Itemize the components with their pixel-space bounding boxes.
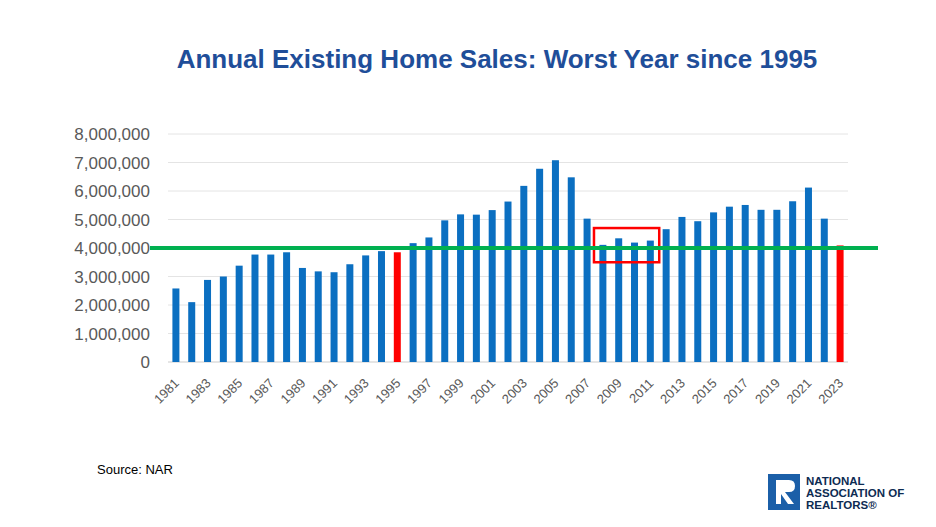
bar [410, 243, 417, 362]
y-tick-label: 2,000,000 [74, 296, 150, 315]
bars [172, 160, 843, 362]
x-tick-label: 1983 [183, 376, 214, 407]
logo-text: NATIONAL [806, 475, 865, 487]
x-tick-label: 2005 [531, 376, 562, 407]
x-tick-label: 1989 [277, 376, 308, 407]
bar [188, 302, 195, 362]
x-tick-label: 2009 [594, 376, 625, 407]
x-tick-label: 2001 [467, 376, 498, 407]
x-tick-label: 2003 [499, 376, 530, 407]
bar [457, 214, 464, 362]
y-tick-label: 1,000,000 [74, 325, 150, 344]
bar [758, 210, 765, 362]
logo-text: ASSOCIATION OF [806, 487, 904, 499]
logo-text: REALTORS® [806, 499, 877, 511]
y-tick-label: 5,000,000 [74, 211, 150, 230]
highlight-box [594, 228, 659, 262]
bar [394, 252, 401, 362]
bar [837, 245, 844, 362]
bar [694, 221, 701, 362]
bar [520, 186, 527, 362]
logo-mark [781, 480, 795, 504]
x-tick-label: 1991 [309, 376, 340, 407]
x-tick-label: 1985 [214, 376, 245, 407]
bar [489, 210, 496, 362]
y-tick-label: 4,000,000 [74, 239, 150, 258]
bar [172, 288, 179, 362]
bar [441, 220, 448, 362]
x-tick-label: 2007 [562, 376, 593, 407]
y-tick-label: 6,000,000 [74, 182, 150, 201]
bar [789, 201, 796, 362]
bar [568, 177, 575, 362]
source: Source: NAR [97, 462, 173, 477]
x-tick-label: 1995 [372, 376, 403, 407]
x-tick-label: 2023 [815, 376, 846, 407]
bar [473, 215, 480, 362]
x-tick-label: 2013 [657, 376, 688, 407]
bar [251, 255, 258, 362]
bar [615, 238, 622, 362]
bar [425, 237, 432, 362]
x-tick-label: 1999 [436, 376, 467, 407]
bar [552, 160, 559, 362]
bar [331, 272, 338, 362]
x-tick-label: 1997 [404, 376, 435, 407]
bar [773, 210, 780, 362]
x-tick-label: 2019 [752, 376, 783, 407]
bar [204, 280, 211, 362]
bar [584, 219, 591, 362]
x-tick-label: 1981 [151, 376, 182, 407]
chart: Annual Existing Home Sales: Worst Year s… [0, 0, 936, 527]
bar [647, 241, 654, 362]
title: Annual Existing Home Sales: Worst Year s… [177, 44, 818, 74]
bar [710, 212, 717, 362]
y-tick-label: 7,000,000 [74, 154, 150, 173]
y-tick-label: 3,000,000 [74, 268, 150, 287]
bar [283, 252, 290, 362]
bar [805, 188, 812, 362]
bar [821, 219, 828, 362]
bar [315, 271, 322, 362]
bar [505, 202, 512, 362]
logo-mark [768, 474, 800, 510]
bar [631, 243, 638, 362]
bar [220, 277, 227, 363]
x-tick-label: 2017 [720, 376, 751, 407]
bar [678, 217, 685, 362]
grid-line [168, 162, 848, 163]
bar [299, 268, 306, 362]
reference-line [150, 246, 878, 250]
bar [726, 207, 733, 362]
x-tick-label: 2011 [626, 376, 656, 406]
grid-line [168, 134, 848, 135]
x-tick-label: 2021 [784, 376, 815, 407]
bar [742, 205, 749, 362]
bar [362, 255, 369, 362]
y-tick-label: 0 [141, 353, 150, 372]
x-tick-label: 2015 [689, 376, 720, 407]
x-tick-label: 1987 [246, 376, 277, 407]
x-tick-label: 1993 [341, 376, 372, 407]
y-tick-label: 8,000,000 [74, 125, 150, 144]
grid-line [168, 191, 848, 192]
logo-mark [776, 480, 781, 504]
bar [236, 266, 243, 362]
bar [346, 264, 353, 362]
bar [267, 255, 274, 362]
bar [378, 251, 385, 362]
bar [536, 169, 543, 362]
